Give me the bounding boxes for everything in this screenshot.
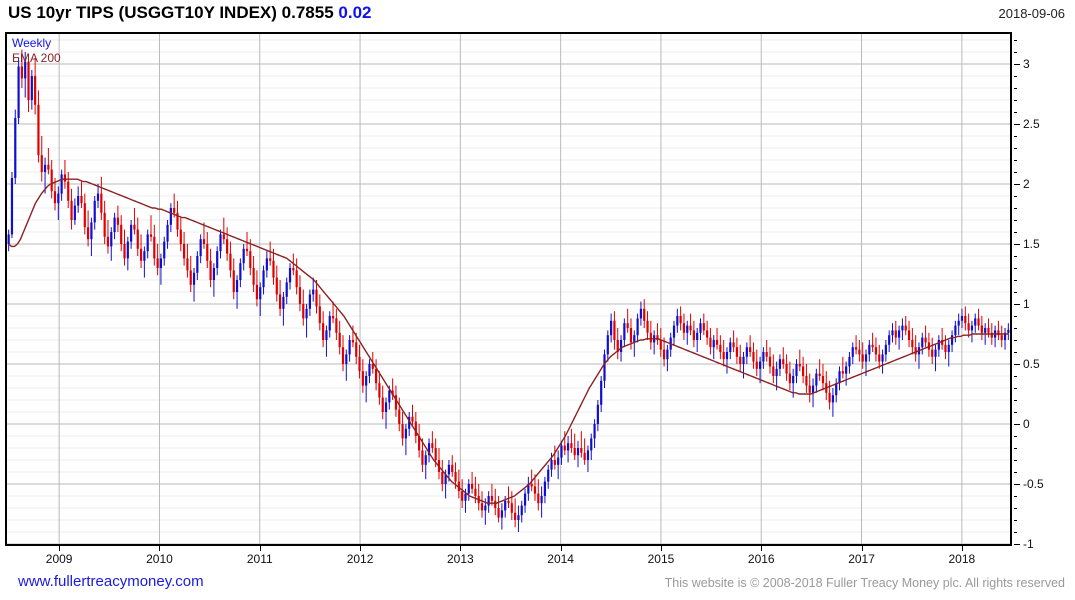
- y-axis-minor-tick: [1014, 436, 1017, 437]
- y-axis-minor-tick: [1014, 220, 1017, 221]
- copyright-notice: This website is © 2008-2018 Fuller Treac…: [664, 576, 1065, 590]
- y-axis-tick: [1014, 124, 1020, 125]
- page-title: US 10yr TIPS (USGGT10Y INDEX) 0.7855 0.0…: [8, 3, 372, 23]
- y-axis-minor-tick: [1014, 172, 1017, 173]
- y-axis-minor-tick: [1014, 40, 1017, 41]
- x-axis-label: 2014: [547, 552, 574, 566]
- chart-gridlines: [7, 34, 1010, 544]
- y-axis-minor-tick: [1014, 388, 1017, 389]
- x-axis-tick: [159, 546, 161, 551]
- x-axis-tick: [861, 546, 863, 551]
- y-axis-minor-tick: [1014, 316, 1017, 317]
- y-axis: 3 2.5 2 1.5 1 0.5 0 -0.5 -1: [1014, 32, 1074, 551]
- chart-plot-area[interactable]: Weekly EMA 200: [5, 32, 1012, 546]
- y-axis-minor-tick: [1014, 460, 1017, 461]
- y-axis-label: 2.5: [1023, 117, 1040, 131]
- y-axis-label: -0.5: [1023, 477, 1044, 491]
- x-axis-tick: [560, 546, 562, 551]
- y-axis-minor-tick: [1014, 256, 1017, 257]
- y-axis-minor-tick: [1014, 88, 1017, 89]
- y-axis-minor-tick: [1014, 532, 1017, 533]
- x-axis-tick: [961, 546, 963, 551]
- chart-header: US 10yr TIPS (USGGT10Y INDEX) 0.7855 0.0…: [0, 0, 1075, 30]
- y-axis-minor-tick: [1014, 400, 1017, 401]
- x-axis-label: 2017: [848, 552, 875, 566]
- y-axis-tick: [1014, 184, 1020, 185]
- y-axis-tick: [1014, 244, 1020, 245]
- y-axis-minor-tick: [1014, 208, 1017, 209]
- x-axis-label: 2015: [647, 552, 675, 566]
- y-axis-minor-tick: [1014, 508, 1017, 509]
- y-axis-minor-tick: [1014, 496, 1017, 497]
- y-axis-minor-tick: [1014, 340, 1017, 341]
- x-axis-tick: [360, 546, 362, 551]
- y-axis-label: 1: [1023, 297, 1030, 311]
- instrument-name: US 10yr TIPS (USGGT10Y INDEX): [8, 3, 277, 22]
- as-of-date: 2018-09-06: [998, 6, 1066, 21]
- y-axis-minor-tick: [1014, 412, 1017, 413]
- y-axis-minor-tick: [1014, 352, 1017, 353]
- y-axis-label: -1: [1023, 537, 1034, 551]
- y-axis-label: 2: [1023, 177, 1030, 191]
- y-axis-minor-tick: [1014, 100, 1017, 101]
- x-axis: 2009 2010 2011 2012 2013 2014 2015 2016 2017 2018: [5, 546, 1012, 570]
- x-axis-label: 2016: [747, 552, 775, 566]
- y-axis-tick: [1014, 364, 1020, 365]
- chart-footer: www.fullertreacymoney.com This website i…: [0, 572, 1075, 598]
- y-axis-label: 3: [1023, 57, 1030, 71]
- site-url[interactable]: www.fullertreacymoney.com: [18, 573, 204, 590]
- y-axis-minor-tick: [1014, 520, 1017, 521]
- y-axis-minor-tick: [1014, 112, 1017, 113]
- y-axis-minor-tick: [1014, 196, 1017, 197]
- y-axis-label: 0: [1023, 417, 1030, 431]
- x-axis-label: 2018: [948, 552, 976, 566]
- y-axis-tick: [1014, 424, 1020, 425]
- y-axis-minor-tick: [1014, 148, 1017, 149]
- last-price: 0.7855: [281, 3, 334, 22]
- y-axis-minor-tick: [1014, 376, 1017, 377]
- y-axis-minor-tick: [1014, 280, 1017, 281]
- y-axis-minor-tick: [1014, 472, 1017, 473]
- y-axis-minor-tick: [1014, 232, 1017, 233]
- x-axis-tick: [761, 546, 763, 551]
- y-axis-label: 0.5: [1023, 357, 1040, 371]
- y-axis-minor-tick: [1014, 52, 1017, 53]
- y-axis-tick: [1014, 484, 1020, 485]
- x-axis-label: 2011: [246, 552, 273, 566]
- x-axis-tick: [259, 546, 261, 551]
- y-axis-minor-tick: [1014, 292, 1017, 293]
- y-axis-minor-tick: [1014, 160, 1017, 161]
- x-axis-label: 2010: [146, 552, 173, 566]
- x-axis-label: 2009: [45, 552, 73, 566]
- y-axis-tick: [1014, 64, 1020, 65]
- y-axis-minor-tick: [1014, 448, 1017, 449]
- x-axis-tick: [460, 546, 462, 551]
- y-axis-label: 1.5: [1023, 237, 1040, 251]
- chart-series-layer: [7, 49, 1010, 532]
- y-axis-tick: [1014, 304, 1020, 305]
- x-axis-tick: [59, 546, 61, 551]
- y-axis-minor-tick: [1014, 136, 1017, 137]
- x-axis-tick: [660, 546, 662, 551]
- y-axis-minor-tick: [1014, 76, 1017, 77]
- y-axis-minor-tick: [1014, 328, 1017, 329]
- price-change: 0.02: [338, 3, 372, 22]
- x-axis-label: 2012: [346, 552, 374, 566]
- y-axis-tick: [1014, 544, 1020, 545]
- x-axis-label: 2013: [446, 552, 474, 566]
- y-axis-minor-tick: [1014, 268, 1017, 269]
